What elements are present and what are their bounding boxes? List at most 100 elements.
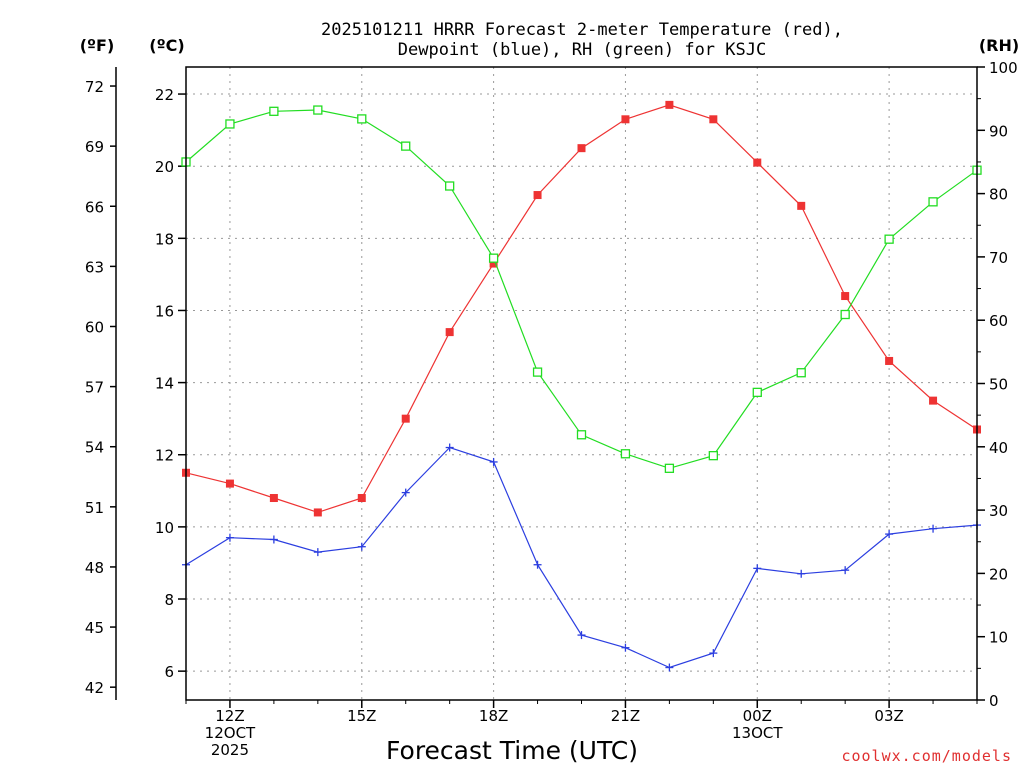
x-axis-title: Forecast Time (UTC) <box>386 736 638 765</box>
dewpoint-point <box>357 542 366 551</box>
plot-frame <box>185 66 978 701</box>
celsius-tick-label: 18 <box>155 230 174 248</box>
dewpoint-point <box>445 443 454 452</box>
rh-tick-label: 100 <box>989 59 1018 77</box>
rh-tick-label: 80 <box>989 186 1008 204</box>
dewpoint-point <box>797 569 806 578</box>
chart-title-line-1: 2025101211 HRRR Forecast 2-meter Tempera… <box>321 20 843 40</box>
rh-point <box>445 181 455 191</box>
fahrenheit-tick-label: 48 <box>85 559 104 577</box>
axes: 42 45 48 51 54 57 60 63 66 69 72 6 8 10 12 14 16 18 20 22 0 1… <box>85 59 1018 759</box>
dewpoint-point <box>533 560 542 569</box>
dewpoint-point <box>577 631 586 640</box>
grid <box>186 67 977 700</box>
dewpoint-point <box>665 663 674 672</box>
celsius-tick-label: 22 <box>155 86 174 104</box>
fahrenheit-tick-label: 63 <box>85 258 104 276</box>
fahrenheit-tick-label: 69 <box>85 138 104 156</box>
temperature-point <box>665 100 674 109</box>
rh-point <box>532 367 543 377</box>
dewpoint-point <box>885 530 894 539</box>
temperature-point <box>269 494 278 503</box>
temperature-point <box>401 414 410 423</box>
rh-point <box>884 234 894 244</box>
rh-tick-label: 50 <box>989 376 1008 394</box>
fahrenheit-tick-label: 66 <box>85 198 104 216</box>
temperature-point <box>533 191 542 200</box>
dewpoint-point <box>753 564 762 573</box>
rh-point <box>357 114 367 124</box>
fahrenheit-tick-label: 72 <box>85 78 104 96</box>
dewpoint-point <box>313 548 322 557</box>
temperature-point <box>313 508 322 517</box>
rh-point <box>752 387 762 398</box>
rh-tick-label: 10 <box>989 629 1008 647</box>
celsius-tick-label: 8 <box>164 591 174 609</box>
rh-point <box>313 105 323 115</box>
rh-line <box>185 109 978 469</box>
x-tick-label: 00Z <box>743 707 772 725</box>
data-series <box>181 100 982 672</box>
rh-point <box>225 119 235 129</box>
temperature-point <box>753 158 762 167</box>
celsius-tick-label: 14 <box>155 375 174 393</box>
rh-point <box>796 368 806 378</box>
dewpoint-point <box>841 566 850 575</box>
rh-point <box>401 141 411 151</box>
x-tick-label: 15Z <box>347 707 376 725</box>
celsius-tick-label: 16 <box>155 302 174 320</box>
rh-point <box>840 309 850 320</box>
temperature-point <box>885 356 894 365</box>
celsius-axis-label: (ºC) <box>149 36 184 55</box>
fahrenheit-tick-label: 57 <box>85 379 104 397</box>
x-tick-label: 2025 <box>211 741 249 759</box>
rh-point <box>488 253 499 263</box>
celsius-tick-label: 6 <box>164 663 174 681</box>
fahrenheit-tick-label: 51 <box>85 499 104 517</box>
celsius-tick-label: 10 <box>155 519 174 537</box>
fahrenheit-tick-label: 54 <box>85 439 104 457</box>
rh-tick-label: 90 <box>989 122 1008 140</box>
rh-axis-label: (RH) <box>979 36 1019 55</box>
dewpoint-point <box>929 524 938 533</box>
temperature-point <box>445 328 454 337</box>
temperature-point <box>709 115 718 124</box>
chart-title-line-2: Dewpoint (blue), RH (green) for KSJC <box>398 40 766 60</box>
temperature-point <box>577 144 586 153</box>
temperature-point <box>621 115 630 124</box>
x-tick-label: 21Z <box>611 707 640 725</box>
fahrenheit-tick-label: 42 <box>85 679 104 697</box>
rh-tick-label: 30 <box>989 502 1008 520</box>
rh-tick-label: 70 <box>989 249 1008 267</box>
x-tick-label: 18Z <box>479 707 508 725</box>
rh-point <box>928 197 938 207</box>
rh-point <box>620 449 631 459</box>
temperature-point <box>841 292 850 301</box>
temperature-point <box>357 494 366 503</box>
dewpoint-point <box>401 488 410 497</box>
rh-point <box>576 430 587 440</box>
temperature-point <box>929 396 938 405</box>
dewpoint-point <box>225 533 234 542</box>
rh-tick-label: 60 <box>989 312 1008 330</box>
dewpoint-point <box>709 649 718 658</box>
dewpoint-point <box>621 643 630 652</box>
rh-point <box>269 106 279 116</box>
rh-point <box>708 451 718 461</box>
celsius-tick-label: 20 <box>155 158 174 176</box>
rh-tick-label: 20 <box>989 565 1008 583</box>
credit-text: coolwx.com/models <box>841 747 1012 765</box>
fahrenheit-axis-label: (ºF) <box>80 36 115 55</box>
rh-point <box>664 463 675 473</box>
x-tick-label: 12Z <box>215 707 244 725</box>
temperature-point <box>797 201 806 210</box>
x-tick-label: 03Z <box>874 707 903 725</box>
x-tick-label: 13OCT <box>732 724 783 742</box>
fahrenheit-tick-label: 45 <box>85 619 104 637</box>
rh-tick-label: 40 <box>989 439 1008 457</box>
x-tick-label: 12OCT <box>205 724 256 742</box>
temperature-point <box>489 259 498 268</box>
rh-tick-label: 0 <box>989 692 999 710</box>
temperature-point <box>225 479 234 488</box>
